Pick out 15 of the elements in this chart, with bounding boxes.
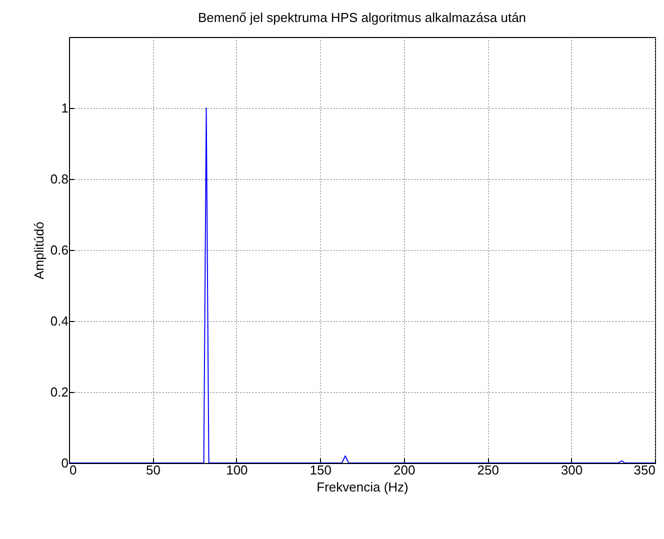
- y-tick-label: 0.4: [50, 314, 68, 328]
- y-tick-label: 0.2: [50, 384, 68, 400]
- x-tick-label: 150: [310, 462, 332, 478]
- y-tick-label: 0.8: [50, 172, 68, 186]
- y-tick-label: 1: [61, 100, 68, 116]
- x-tick-label: 350: [634, 462, 656, 478]
- x-tick-label: 200: [394, 462, 416, 478]
- y-tick-label: 0.6: [50, 242, 68, 258]
- chart-title: Bemenő jel spektruma HPS algoritmus alkalmazása után: [198, 10, 526, 25]
- x-tick-label: 300: [560, 462, 583, 478]
- x-axis-title: Frekvencia (Hz): [316, 480, 408, 494]
- x-tick-label: 100: [226, 462, 248, 478]
- x-tick-label: 250: [477, 462, 499, 478]
- x-tick-label: 50: [146, 462, 160, 478]
- y-axis-title: Amplitúdó: [31, 222, 46, 280]
